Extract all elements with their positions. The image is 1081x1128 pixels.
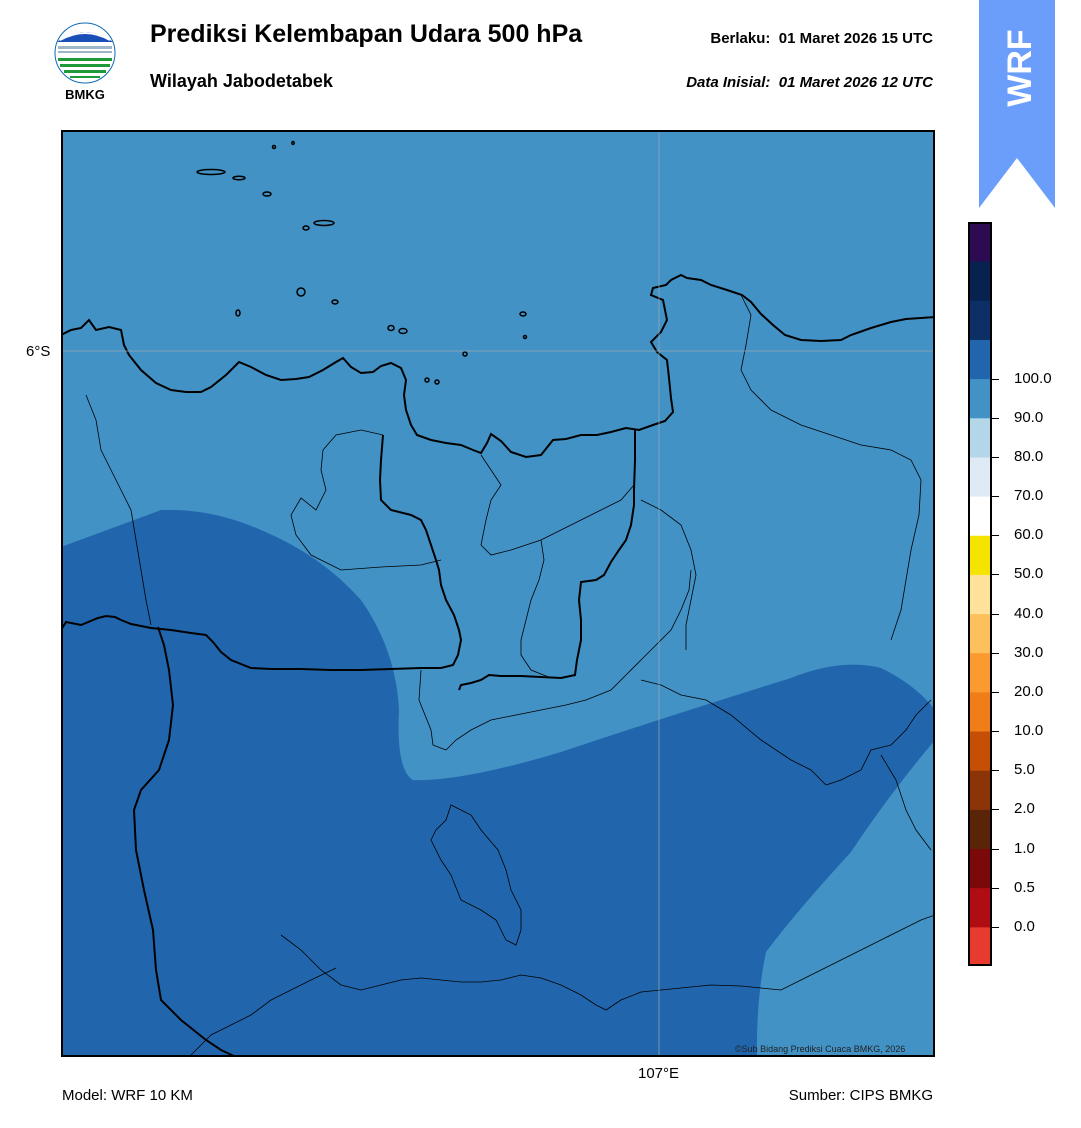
colorbar-segment: [968, 848, 992, 889]
colorbar-tick-label: 70.0: [1014, 487, 1044, 505]
source-info: Sumber: CIPS BMKG: [788, 1087, 933, 1104]
colorbar-segment: [968, 261, 992, 301]
init-time: Data Inisial: 01 Maret 2026 12 UTC: [686, 74, 933, 91]
colorbar-tick-mark: [992, 456, 999, 458]
colorbar-segment: [968, 652, 992, 693]
colorbar: [968, 222, 992, 966]
colorbar-tick-mark: [992, 378, 999, 380]
colorbar-tick-mark: [992, 574, 999, 576]
map-band-80-90: [61, 509, 935, 1057]
colorbar-tick-label: 1.0: [1014, 839, 1035, 857]
latitude-label: 6°S: [26, 343, 51, 360]
init-label: Data Inisial:: [686, 74, 771, 91]
colorbar-tick-mark: [992, 652, 999, 654]
colorbar-segment: [968, 222, 992, 262]
colorbar-tick-mark: [992, 535, 999, 537]
colorbar-segment: [968, 574, 992, 615]
colorbar-segment: [968, 691, 992, 732]
colorbar-segment: [968, 926, 992, 966]
islands: [196, 140, 528, 385]
colorbar-tick-label: 10.0: [1014, 722, 1044, 740]
colorbar-segment: [968, 887, 992, 928]
colorbar-tick-label: 60.0: [1014, 526, 1044, 544]
init-value: 01 Maret 2026 12 UTC: [778, 74, 933, 91]
model-info: Model: WRF 10 KM: [62, 1087, 193, 1104]
coastline: [61, 273, 935, 1057]
colorbar-tick-label: 20.0: [1014, 682, 1044, 700]
colorbar-segment: [968, 339, 992, 380]
colorbar-tick-mark: [992, 770, 999, 772]
colorbar-tick-mark: [992, 691, 999, 693]
colorbar-tick-label: 90.0: [1014, 408, 1044, 426]
valid-value: 01 Maret 2026 15 UTC: [778, 30, 933, 47]
colorbar-segment: [968, 770, 992, 810]
admin-boundaries: [85, 294, 935, 1056]
colorbar-segment: [968, 300, 992, 340]
colorbar-segment: [968, 417, 992, 458]
colorbar-tick-label: 50.0: [1014, 565, 1044, 583]
wrf-badge-text: WRF: [1001, 29, 1039, 106]
colorbar-tick-label: 0.5: [1014, 878, 1035, 896]
logo-text: BMKG: [65, 87, 105, 102]
colorbar-tick-label: 80.0: [1014, 447, 1044, 465]
colorbar-tick-label: 5.0: [1014, 761, 1035, 779]
colorbar-segment: [968, 613, 992, 654]
colorbar-segment: [968, 496, 992, 536]
valid-label: Berlaku:: [710, 30, 771, 47]
wrf-badge-shape: [979, 0, 1055, 208]
humidity-map[interactable]: [61, 130, 935, 1057]
colorbar-tick-label: 40.0: [1014, 604, 1044, 622]
colorbar-tick-mark: [992, 496, 999, 498]
region-subtitle: Wilayah Jabodetabek: [150, 71, 333, 91]
colorbar-tick-label: 2.0: [1014, 800, 1035, 818]
colorbar-tick-mark: [992, 731, 999, 733]
graticule: [61, 130, 935, 1057]
colorbar-segment: [968, 535, 992, 575]
colorbar-tick-mark: [992, 809, 999, 811]
colorbar-segment: [968, 809, 992, 850]
page-title: Prediksi Kelembapan Udara 500 hPa: [150, 20, 583, 48]
colorbar-tick-label: 100.0: [1014, 369, 1052, 387]
colorbar-tick-label: 0.0: [1014, 917, 1035, 935]
valid-time: Berlaku: 01 Maret 2026 15 UTC: [710, 30, 933, 47]
colorbar-segment: [968, 456, 992, 497]
wrf-badge: WRF: [979, 0, 1055, 208]
colorbar-tick-mark: [992, 887, 999, 889]
colorbar-tick-label: 30.0: [1014, 643, 1044, 661]
colorbar-tick-mark: [992, 417, 999, 419]
longitude-label: 107°E: [638, 1065, 680, 1082]
colorbar-segment: [968, 731, 992, 771]
colorbar-tick-mark: [992, 848, 999, 850]
colorbar-tick-mark: [992, 926, 999, 928]
colorbar-segment: [968, 378, 992, 419]
copyright-note: ©Sub Bidang Prediksi Cuaca BMKG, 2026: [735, 1044, 906, 1054]
colorbar-tick-mark: [992, 613, 999, 615]
colorbar-frame: [968, 222, 992, 966]
bmkg-logo-icon: BMKG: [54, 22, 116, 102]
map-frame: [61, 130, 935, 1057]
